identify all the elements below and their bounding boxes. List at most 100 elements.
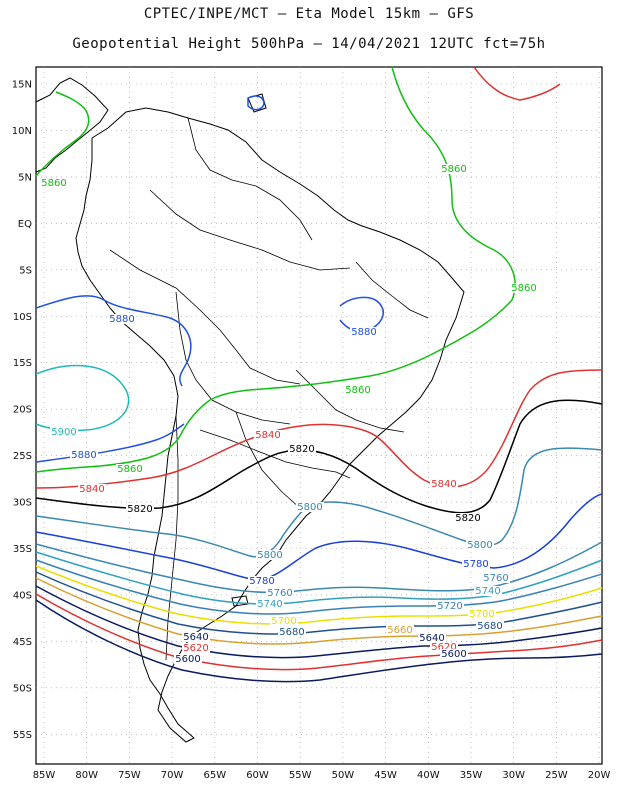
- lon-tick-label: 55W: [289, 770, 312, 781]
- contour-label-bg: [350, 327, 378, 337]
- lon-tick-label: 35W: [460, 770, 483, 781]
- lat-tick-label: 15S: [13, 358, 32, 369]
- contour-label-bg: [462, 559, 490, 569]
- contour-label: 5800: [467, 540, 492, 551]
- contour-label-bg: [40, 178, 68, 188]
- lat-tick-label: 55S: [13, 730, 32, 741]
- contour-label-bg: [182, 632, 210, 642]
- lat-tick-label: 35S: [13, 544, 32, 555]
- contour-label-bg: [418, 633, 446, 643]
- contour-label: 5660: [387, 625, 412, 636]
- south-america-coast: [75, 107, 465, 743]
- lat-tick-label: 45S: [13, 637, 32, 648]
- lon-tick-label: 25W: [545, 770, 568, 781]
- contour-label: 5840: [79, 484, 104, 495]
- contour-label: 5860: [511, 283, 536, 294]
- lon-tick-label: 45W: [374, 770, 397, 781]
- border-paraguay: [199, 429, 351, 479]
- contour-label: 5780: [249, 576, 274, 587]
- contour-label-bg: [248, 576, 276, 586]
- contour-label: 5760: [483, 573, 508, 584]
- lon-tick-label: 40W: [417, 770, 440, 781]
- contour-label: 5680: [477, 621, 502, 632]
- border-northern: [187, 117, 313, 241]
- contour-label-bg: [454, 513, 482, 523]
- border-brazil-states: [295, 369, 405, 433]
- contour-5700: [35, 565, 603, 625]
- contour-label: 5860: [441, 164, 466, 175]
- contour-5860-north: [35, 91, 90, 177]
- contour-labels: 5860 5860 5860 5880 5880 5860 5900 5840 5820 5880…: [40, 164, 538, 665]
- contour-label: 5800: [297, 502, 322, 513]
- contour-5720: [35, 559, 603, 615]
- lon-tick-label: 30W: [502, 770, 525, 781]
- contour-label: 5840: [255, 430, 280, 441]
- contour-label: 5720: [437, 601, 462, 612]
- contour-5820: [35, 399, 603, 514]
- contour-label: 5620: [183, 643, 208, 654]
- country-borders: [109, 117, 429, 661]
- contour-label-bg: [482, 573, 510, 583]
- lon-tick-label: 70W: [161, 770, 184, 781]
- contour-label-bg: [468, 609, 496, 619]
- contour-label-bg: [440, 164, 468, 174]
- contour-label-bg: [256, 599, 284, 609]
- chart-title-line1: CPTEC/INPE/MCT – Eta Model 15km – GFS: [143, 6, 475, 22]
- chart-title-line2: Geopotential Height 500hPa – 14/04/2021 …: [72, 36, 546, 52]
- lat-tick-label: 30S: [13, 498, 32, 509]
- contour-label: 5840: [431, 479, 456, 490]
- contour-label-bg: [108, 314, 136, 324]
- central-america-coast: [35, 77, 109, 173]
- contour-label: 5820: [289, 444, 314, 455]
- contour-label-bg: [510, 283, 538, 293]
- contour-label: 5880: [71, 450, 96, 461]
- lat-lon-grid: [36, 67, 602, 764]
- contour-5780: [35, 493, 603, 581]
- contour-label-bg: [270, 616, 298, 626]
- border-brazil-ne: [355, 261, 429, 319]
- contour-5840-north: [473, 66, 561, 101]
- axis-ticks: 15N 10N 5N EQ 5S 10S 15S 20S 25S 30S 35S 40S 45S 50S 5…: [12, 80, 611, 782]
- contour-label: 5740: [257, 599, 282, 610]
- contour-label: 5900: [51, 427, 76, 438]
- contour-5600: [35, 599, 603, 683]
- contour-5800: [35, 447, 603, 558]
- contour-label-bg: [174, 654, 202, 664]
- contour-label: 5640: [183, 632, 208, 643]
- border-andes: [165, 415, 179, 661]
- contour-label: 5600: [175, 654, 200, 665]
- contour-label-bg: [70, 450, 98, 460]
- contour-label: 5880: [351, 327, 376, 338]
- contour-label: 5820: [127, 504, 152, 515]
- lon-tick-label: 20W: [588, 770, 611, 781]
- contour-label: 5740: [475, 586, 500, 597]
- lon-tick-label: 85W: [33, 770, 56, 781]
- lat-tick-label: 5N: [18, 172, 32, 183]
- contour-5880-amazon: [35, 295, 192, 387]
- contour-label-bg: [296, 502, 324, 512]
- contour-label-bg: [474, 586, 502, 596]
- lat-tick-label: 10N: [12, 126, 32, 137]
- contour-5840: [35, 369, 603, 489]
- contour-label: 5860: [41, 178, 66, 189]
- contour-label-bg: [466, 540, 494, 550]
- border-bolivia: [175, 291, 291, 425]
- contour-label-bg: [256, 550, 284, 560]
- contour-label-bg: [254, 430, 282, 440]
- contour-label: 5860: [345, 385, 370, 396]
- contour-label-bg: [288, 444, 316, 454]
- contour-label-bg: [182, 643, 210, 653]
- contour-label-bg: [436, 601, 464, 611]
- contour-label: 5820: [455, 513, 480, 524]
- height-contours: [35, 66, 603, 683]
- contour-label-bg: [266, 588, 294, 598]
- contour-label: 5760: [267, 588, 292, 599]
- contour-label-bg: [476, 621, 504, 631]
- contour-5740: [35, 551, 603, 605]
- contour-label: 5700: [271, 616, 296, 627]
- contour-5640: [35, 585, 603, 659]
- border-argentina-north: [235, 411, 301, 509]
- contour-label-bg: [344, 385, 372, 395]
- contour-label: 5860: [117, 464, 142, 475]
